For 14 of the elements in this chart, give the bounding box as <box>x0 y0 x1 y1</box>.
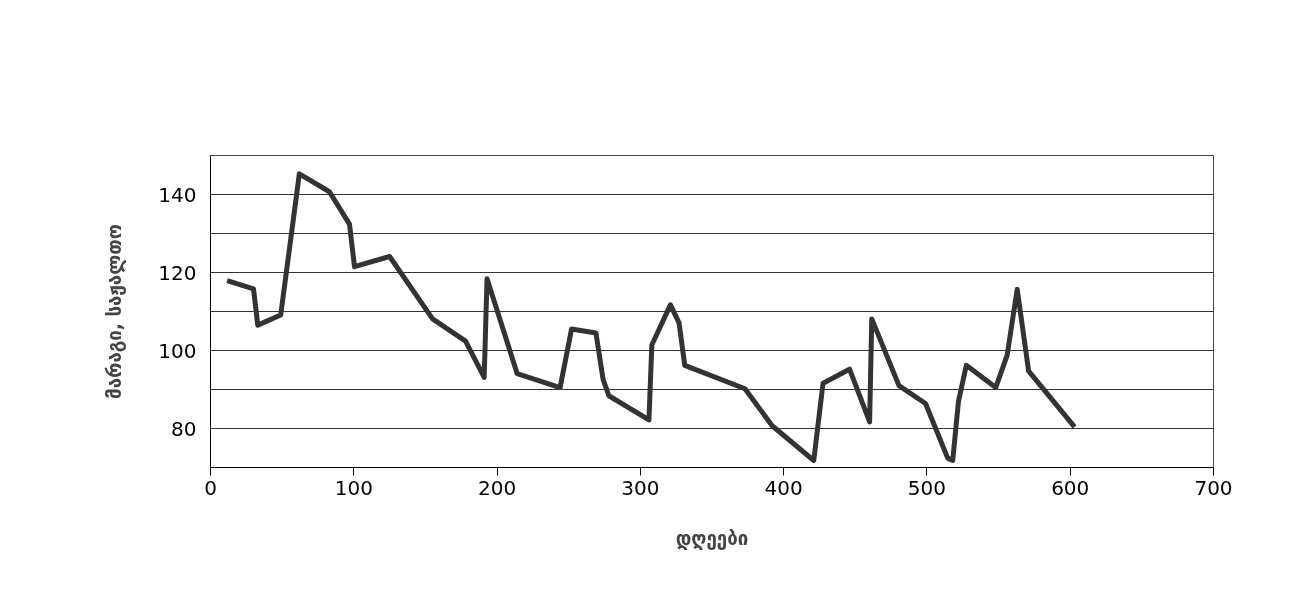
x-tick-label: 400 <box>764 475 803 500</box>
x-tick-label: 700 <box>1194 475 1233 500</box>
y-tick-label: 80 <box>171 416 197 441</box>
y-tick-label: 140 <box>158 182 197 207</box>
x-axis-title: დღეები <box>675 527 749 550</box>
x-tick-label: 500 <box>907 475 947 500</box>
x-tick-label: 0 <box>204 475 217 500</box>
x-tick-label: 600 <box>1051 475 1090 500</box>
x-tick-label: 200 <box>477 475 517 500</box>
y-axis-title: მარაგი, საჟალთო <box>104 224 127 399</box>
y-tick-label: 120 <box>158 260 197 285</box>
y-tick-label: 100 <box>158 338 197 363</box>
x-tick-label: 100 <box>334 475 373 500</box>
x-tick-label: 300 <box>621 475 660 500</box>
